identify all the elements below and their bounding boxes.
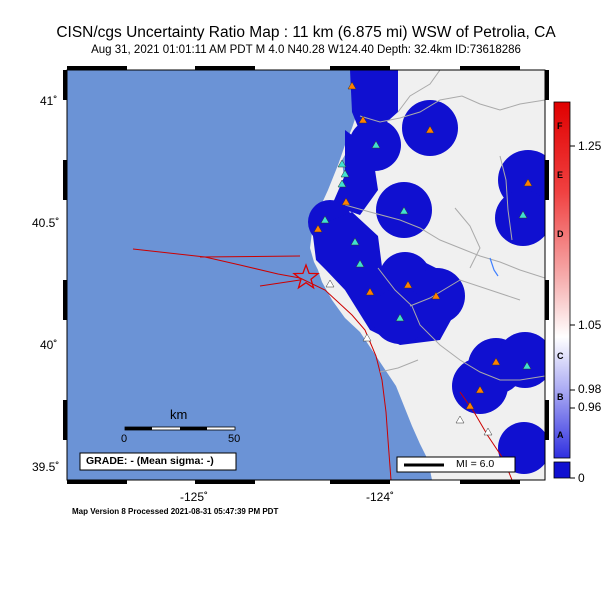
- colorbar: [553, 101, 575, 479]
- lat-label: 40˚: [40, 338, 58, 352]
- colorbar-value: 0.96: [578, 400, 602, 414]
- lat-label: 41˚: [40, 94, 58, 108]
- map-frame: [66, 69, 546, 481]
- scale-bar: [124, 426, 236, 431]
- colorbar-value: 0.98: [578, 382, 602, 396]
- lon-label: -125˚: [180, 490, 209, 504]
- frame-ticks: [63, 66, 549, 484]
- lake: [489, 257, 499, 277]
- map-title: CISN/cgs Uncertainty Ratio Map : 11 km (…: [56, 24, 556, 41]
- colorbar-value: 0: [578, 471, 585, 485]
- colorbar-value: 1.05: [578, 318, 602, 332]
- colorbar-letter: A: [557, 430, 564, 440]
- processing-footer: Map Version 8 Processed 2021-08-31 05:47…: [72, 507, 279, 516]
- mi-legend-box: [396, 456, 516, 473]
- scale-start: 0: [121, 433, 128, 445]
- scale-end: 50: [228, 433, 241, 445]
- lat-label: 39.5˚: [32, 460, 60, 474]
- colorbar-value: 1.25: [578, 139, 602, 153]
- scale-unit: km: [170, 407, 188, 422]
- colorbar-letter: B: [557, 392, 564, 402]
- mi-legend-text: MI = 6.0: [456, 458, 495, 470]
- colorbar-letter: D: [557, 229, 564, 239]
- map-subtitle: Aug 31, 2021 01:01:11 AM PDT M 4.0 N40.2…: [91, 44, 521, 56]
- lon-label: -124˚: [366, 490, 395, 504]
- grade-box: [79, 452, 237, 471]
- epicenter-star: [292, 263, 320, 290]
- colorbar-letter: F: [557, 121, 563, 131]
- map-area: [67, 70, 545, 480]
- grade-text: GRADE: - (Mean sigma: -): [86, 455, 214, 467]
- colorbar-letter: E: [557, 170, 564, 180]
- roads: [344, 70, 545, 381]
- lat-label: 40.5˚: [32, 216, 60, 230]
- colorbar-letter: C: [557, 351, 564, 361]
